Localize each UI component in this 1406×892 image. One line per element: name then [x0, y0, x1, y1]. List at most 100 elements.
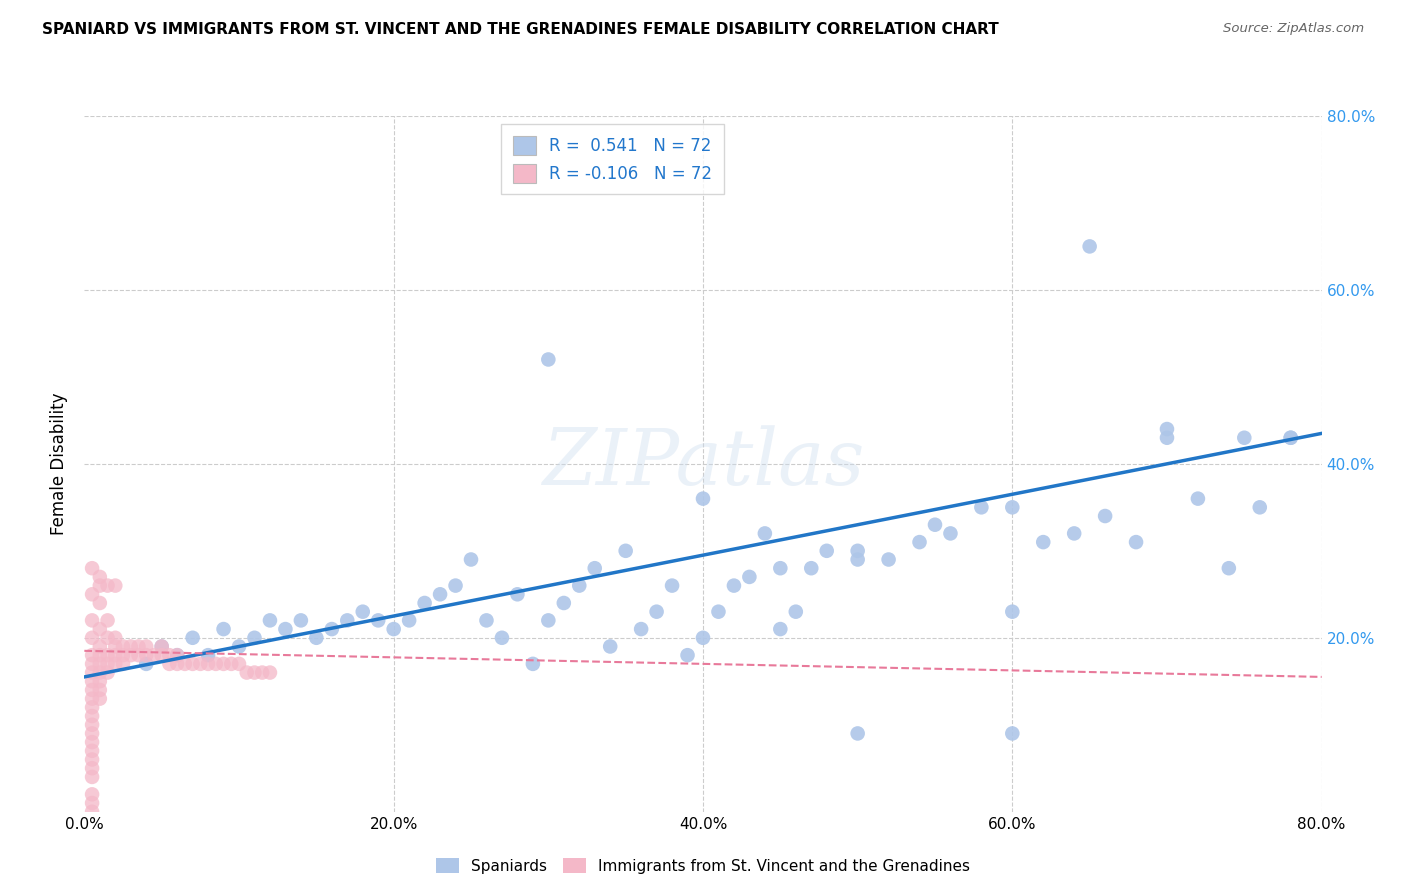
Point: [150, 640, 173, 654]
Point: [135, 640, 157, 654]
Point: [159, 657, 181, 671]
Point: [150, 640, 173, 654]
Point: [1187, 491, 1209, 506]
Point: [382, 622, 405, 636]
Point: [243, 665, 266, 680]
Point: [97, 648, 120, 662]
Point: [1063, 526, 1085, 541]
Point: [89, 640, 111, 654]
Point: [205, 657, 228, 671]
Point: [614, 543, 637, 558]
Point: [89, 665, 111, 680]
Point: [82, 657, 104, 671]
Text: Source: ZipAtlas.com: Source: ZipAtlas.com: [1223, 22, 1364, 36]
Point: [89, 674, 111, 689]
Y-axis label: Female Disability: Female Disability: [51, 392, 69, 535]
Point: [82, 796, 104, 810]
Point: [228, 640, 250, 654]
Legend: R =  0.541   N = 72, R = -0.106   N = 72: R = 0.541 N = 72, R = -0.106 N = 72: [501, 124, 724, 194]
Point: [166, 648, 188, 662]
Point: [82, 665, 104, 680]
Point: [120, 648, 142, 662]
Point: [128, 648, 150, 662]
Point: [692, 631, 714, 645]
Point: [661, 578, 683, 592]
Point: [112, 648, 135, 662]
Point: [252, 665, 274, 680]
Point: [82, 700, 104, 714]
Point: [537, 614, 560, 628]
Point: [553, 596, 575, 610]
Point: [104, 657, 127, 671]
Point: [82, 561, 104, 575]
Point: [970, 500, 993, 515]
Point: [82, 683, 104, 698]
Point: [537, 352, 560, 367]
Point: [97, 665, 120, 680]
Point: [846, 543, 869, 558]
Point: [82, 735, 104, 749]
Point: [82, 717, 104, 731]
Point: [181, 657, 204, 671]
Point: [82, 709, 104, 723]
Point: [97, 657, 120, 671]
Point: [367, 614, 389, 628]
Point: [104, 578, 127, 592]
Point: [707, 605, 730, 619]
Point: [82, 744, 104, 758]
Point: [769, 561, 792, 575]
Point: [846, 552, 869, 566]
Point: [1078, 239, 1101, 253]
Point: [352, 605, 374, 619]
Point: [630, 622, 652, 636]
Point: [800, 561, 823, 575]
Point: [112, 640, 135, 654]
Point: [1279, 431, 1302, 445]
Point: [82, 614, 104, 628]
Point: [150, 648, 173, 662]
Point: [197, 657, 219, 671]
Point: [754, 526, 776, 541]
Point: [924, 517, 946, 532]
Point: [522, 657, 544, 671]
Point: [243, 631, 266, 645]
Point: [82, 788, 104, 801]
Point: [877, 552, 900, 566]
Point: [112, 657, 135, 671]
Point: [174, 657, 197, 671]
Point: [89, 657, 111, 671]
Point: [104, 631, 127, 645]
Point: [212, 622, 235, 636]
Point: [290, 614, 312, 628]
Point: [104, 640, 127, 654]
Point: [212, 657, 235, 671]
Point: [236, 665, 259, 680]
Point: [1001, 605, 1024, 619]
Point: [82, 770, 104, 784]
Point: [82, 674, 104, 689]
Point: [1032, 535, 1054, 549]
Point: [221, 657, 243, 671]
Point: [1218, 561, 1240, 575]
Point: [166, 648, 188, 662]
Point: [1001, 500, 1024, 515]
Point: [82, 587, 104, 601]
Point: [82, 805, 104, 819]
Legend: Spaniards, Immigrants from St. Vincent and the Grenadines: Spaniards, Immigrants from St. Vincent a…: [430, 852, 976, 880]
Point: [321, 622, 343, 636]
Point: [846, 726, 869, 740]
Point: [413, 596, 436, 610]
Point: [1249, 500, 1271, 515]
Point: [738, 570, 761, 584]
Point: [89, 622, 111, 636]
Point: [188, 657, 212, 671]
Point: [259, 665, 281, 680]
Point: [82, 648, 104, 662]
Point: [97, 631, 120, 645]
Point: [692, 491, 714, 506]
Point: [120, 640, 142, 654]
Point: [89, 570, 111, 584]
Point: [89, 648, 111, 662]
Point: [128, 640, 150, 654]
Point: [305, 631, 328, 645]
